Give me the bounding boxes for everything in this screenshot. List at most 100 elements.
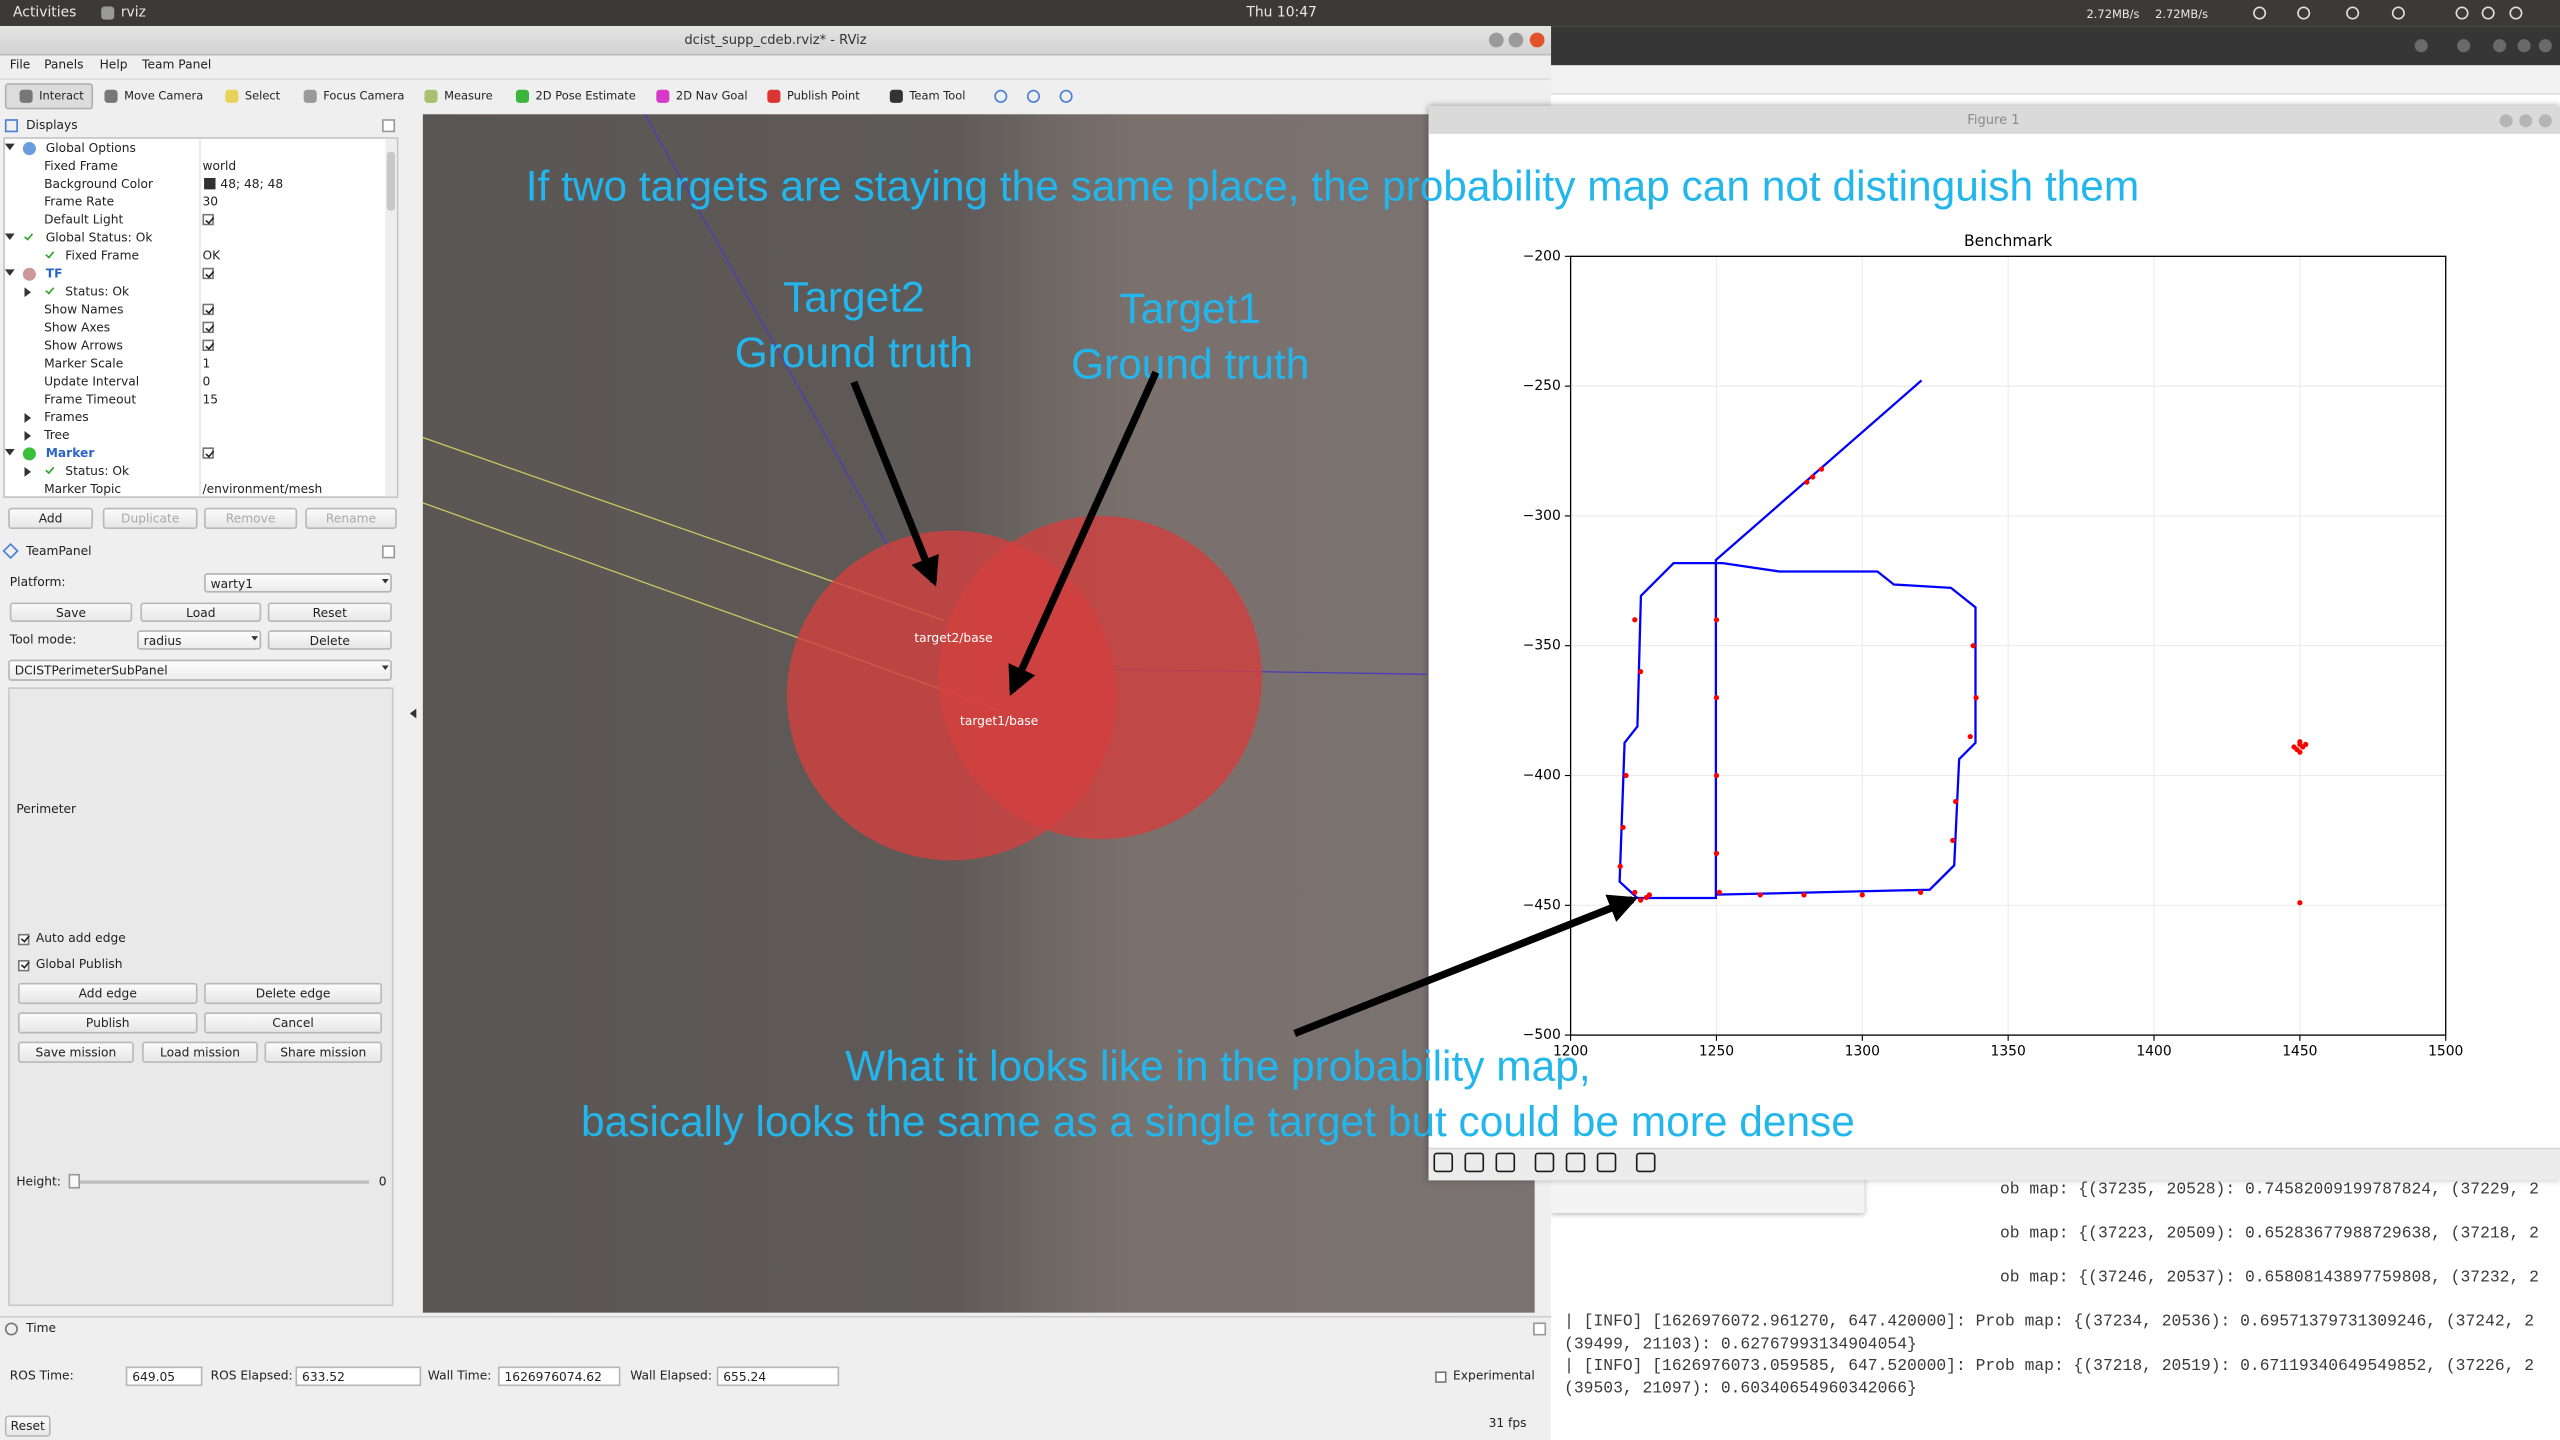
checkbox[interactable] bbox=[202, 447, 214, 459]
expander[interactable] bbox=[24, 430, 32, 440]
window-control[interactable] bbox=[2538, 39, 2552, 53]
tool-icon[interactable] bbox=[1026, 89, 1040, 103]
mission-button[interactable]: Load mission bbox=[142, 1041, 258, 1063]
checkbox[interactable] bbox=[44, 463, 55, 476]
window-control[interactable] bbox=[2457, 39, 2471, 53]
tool-button[interactable]: 2D Pose Estimate bbox=[535, 89, 636, 103]
menu-item[interactable]: Help bbox=[99, 57, 128, 72]
window-button[interactable] bbox=[2519, 114, 2533, 128]
window-button[interactable] bbox=[1488, 32, 1503, 48]
checkbox[interactable] bbox=[44, 248, 55, 261]
tool-button[interactable]: Select bbox=[244, 89, 281, 103]
checkbox[interactable] bbox=[202, 213, 214, 226]
expander[interactable] bbox=[4, 232, 15, 240]
tool-icon[interactable] bbox=[1059, 89, 1073, 103]
collapse-handle[interactable] bbox=[409, 708, 417, 719]
expander[interactable] bbox=[24, 286, 32, 297]
mission-button[interactable]: Delete edge bbox=[204, 982, 383, 1005]
tool-button[interactable]: Move Camera bbox=[124, 89, 204, 103]
figure-tool[interactable] bbox=[1596, 1152, 1617, 1173]
expander[interactable] bbox=[381, 665, 389, 671]
tool-mode-select[interactable]: radius bbox=[137, 630, 262, 650]
scrollbar-handle[interactable] bbox=[386, 151, 396, 211]
figure-tool[interactable] bbox=[1635, 1152, 1656, 1173]
checkbox[interactable] bbox=[44, 284, 55, 297]
display-button[interactable]: Remove bbox=[204, 507, 298, 529]
tray-icon[interactable] bbox=[2481, 6, 2495, 20]
expander[interactable] bbox=[24, 466, 32, 476]
window-button[interactable] bbox=[2499, 114, 2513, 128]
panel-close[interactable] bbox=[1533, 1322, 1547, 1336]
delete-button[interactable]: Delete bbox=[267, 630, 392, 650]
tool-button[interactable]: Team Tool bbox=[909, 89, 966, 103]
scrollbar[interactable] bbox=[385, 138, 397, 497]
checkbox[interactable] bbox=[23, 230, 34, 243]
figure-tool[interactable] bbox=[1565, 1152, 1586, 1173]
tray-icon[interactable] bbox=[2297, 6, 2311, 20]
option-label[interactable]: Global Publish bbox=[35, 956, 123, 972]
expander[interactable] bbox=[4, 142, 15, 150]
terminal-line: (39499, 21103): 0.62767993134904054} bbox=[1564, 1337, 1917, 1356]
tray-icon[interactable] bbox=[2253, 6, 2267, 20]
figure-tool[interactable] bbox=[1534, 1152, 1555, 1173]
expander[interactable] bbox=[4, 448, 15, 455]
expander[interactable] bbox=[4, 268, 15, 276]
figure-tool[interactable] bbox=[1495, 1152, 1516, 1173]
window-control[interactable] bbox=[2517, 39, 2531, 53]
display-button[interactable]: Add bbox=[8, 507, 94, 529]
platform-select[interactable]: warty1 bbox=[204, 573, 392, 593]
display-button[interactable]: Duplicate bbox=[102, 507, 198, 529]
tool-button[interactable]: Publish Point bbox=[786, 89, 860, 103]
checkbox[interactable] bbox=[202, 321, 214, 334]
checkbox[interactable] bbox=[202, 339, 214, 352]
tool-icon[interactable] bbox=[994, 89, 1008, 103]
expander[interactable] bbox=[24, 412, 32, 423]
window-button[interactable] bbox=[1528, 32, 1544, 48]
experimental-label[interactable]: Experimental bbox=[1453, 1368, 1535, 1383]
time-value[interactable]: 655.24 bbox=[716, 1366, 840, 1387]
tray-icon[interactable] bbox=[2455, 6, 2469, 20]
time-value[interactable]: 633.52 bbox=[295, 1366, 422, 1387]
figure-tool[interactable] bbox=[1433, 1152, 1454, 1173]
expander[interactable] bbox=[381, 578, 389, 584]
tray-icon[interactable] bbox=[2391, 6, 2405, 20]
window-control[interactable] bbox=[2493, 39, 2507, 53]
window-control[interactable] bbox=[2414, 39, 2428, 53]
window-button[interactable] bbox=[1507, 32, 1523, 48]
tool-button[interactable]: Measure bbox=[444, 89, 493, 103]
tool-button[interactable]: Interact bbox=[39, 89, 84, 103]
checkbox[interactable] bbox=[17, 933, 30, 945]
panel-close[interactable] bbox=[382, 119, 396, 133]
subpanel-select[interactable]: DCISTPerimeterSubPanel bbox=[8, 659, 392, 681]
time-value[interactable]: 1626976074.62 bbox=[497, 1366, 621, 1387]
viewport[interactable] bbox=[422, 114, 1535, 1313]
slider-handle[interactable] bbox=[68, 1173, 80, 1189]
checkbox[interactable] bbox=[17, 959, 30, 971]
tray-icon[interactable] bbox=[2509, 6, 2523, 20]
file-button[interactable]: Save bbox=[9, 602, 133, 623]
file-button[interactable]: Load bbox=[140, 602, 262, 623]
option-label[interactable]: Auto add edge bbox=[35, 930, 126, 946]
tool-button[interactable]: Focus Camera bbox=[323, 89, 405, 103]
file-button[interactable]: Reset bbox=[267, 602, 392, 623]
menu-item[interactable]: File bbox=[9, 57, 31, 72]
menu-item[interactable]: Panels bbox=[44, 57, 84, 72]
tool-button[interactable]: 2D Nav Goal bbox=[675, 89, 748, 103]
checkbox[interactable] bbox=[202, 303, 214, 316]
window-button[interactable] bbox=[2538, 114, 2552, 128]
panel-close[interactable] bbox=[382, 545, 396, 559]
display-button[interactable]: Rename bbox=[305, 507, 397, 529]
time-value[interactable]: 649.05 bbox=[125, 1366, 203, 1387]
menu-item[interactable]: Team Panel bbox=[142, 57, 212, 72]
mission-button[interactable]: Add edge bbox=[17, 982, 198, 1005]
mission-button[interactable]: Share mission bbox=[264, 1041, 383, 1063]
expander[interactable] bbox=[251, 636, 259, 641]
mission-button[interactable]: Save mission bbox=[17, 1041, 134, 1063]
reset-button[interactable]: Reset bbox=[4, 1415, 51, 1437]
checkbox[interactable] bbox=[202, 267, 214, 280]
mission-button[interactable]: Publish bbox=[17, 1012, 198, 1034]
tray-icon[interactable] bbox=[2346, 6, 2360, 20]
checkbox[interactable] bbox=[1435, 1370, 1447, 1383]
figure-tool[interactable] bbox=[1464, 1152, 1485, 1173]
mission-button[interactable]: Cancel bbox=[204, 1012, 383, 1034]
